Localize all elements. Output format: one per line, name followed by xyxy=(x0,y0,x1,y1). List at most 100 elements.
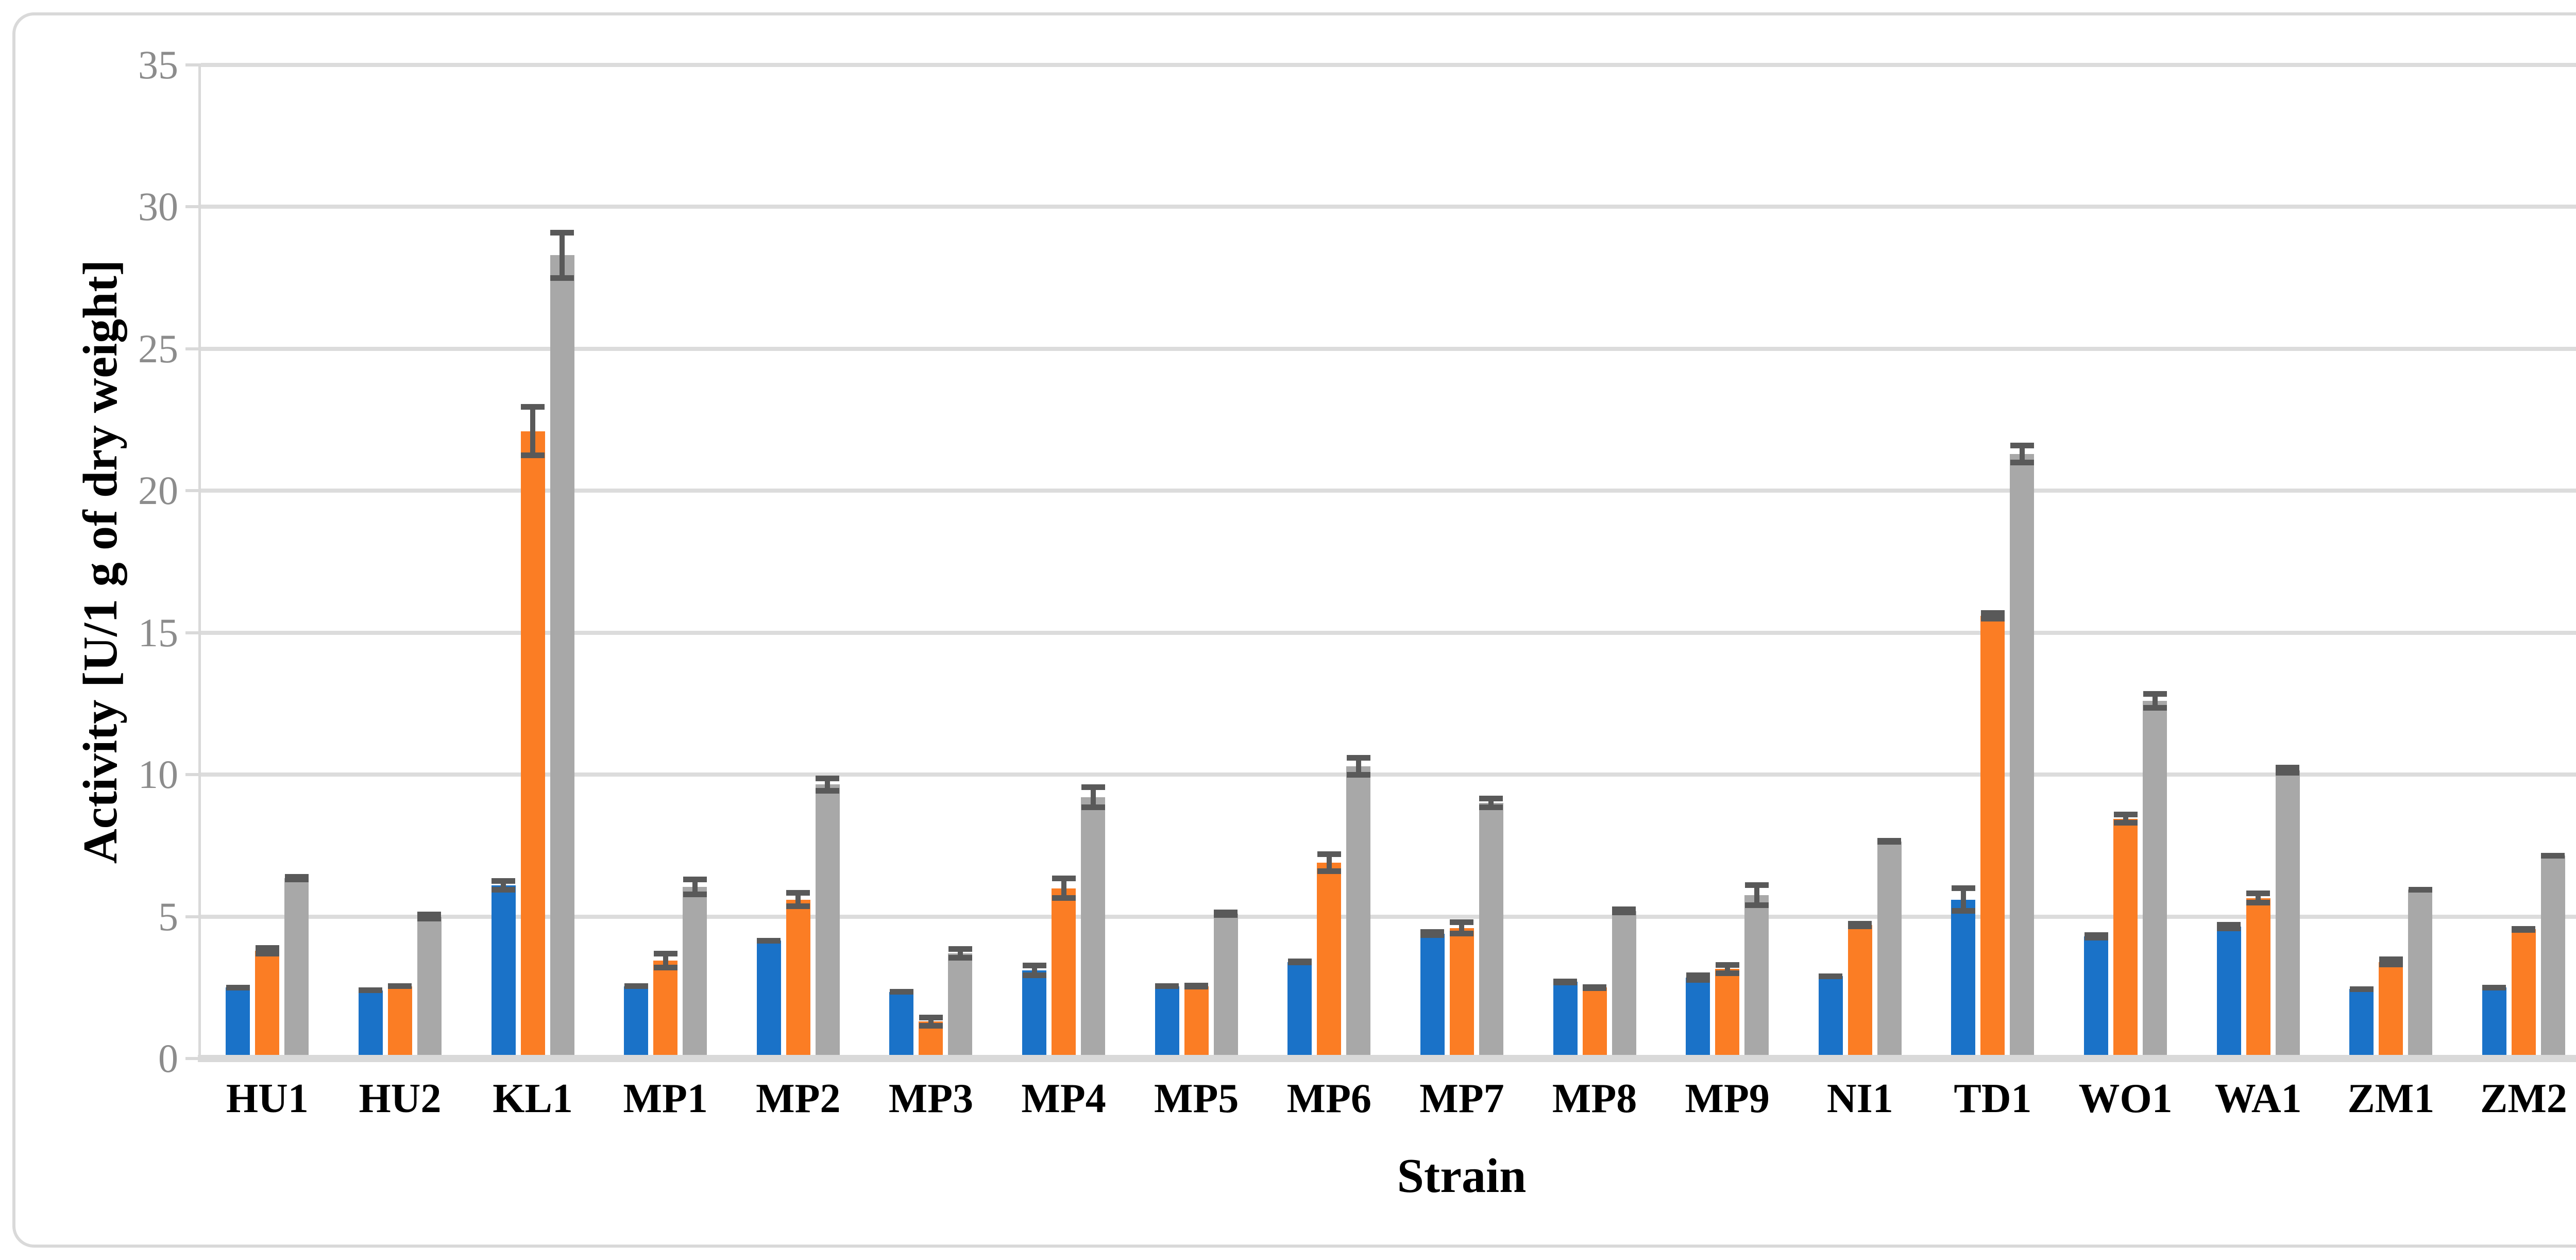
error-bar-MP5-extracellular xyxy=(1155,983,1179,989)
bar-WA1-total xyxy=(2275,770,2300,1059)
y-tick-15 xyxy=(185,631,201,634)
bar-ZM2-cellular xyxy=(2511,929,2536,1059)
error-bar-part xyxy=(1317,851,1341,857)
error-bar-part xyxy=(816,775,840,781)
error-bar-part xyxy=(1951,908,1975,914)
bar-group-MP3: MP3 xyxy=(865,65,997,1119)
error-bar-MP5-total xyxy=(1214,909,1238,918)
bar-MP4-total xyxy=(1081,797,1106,1059)
error-bar-part xyxy=(1819,973,1843,979)
error-bar-MP9-cellular xyxy=(1715,962,1739,977)
bar-ZM1-cellular xyxy=(2379,962,2403,1059)
error-bar-part xyxy=(653,950,677,956)
x-tick-label-MP3: MP3 xyxy=(888,1076,974,1121)
error-bar-part xyxy=(1214,912,1238,918)
error-bar-part xyxy=(2010,442,2034,448)
error-bar-part xyxy=(1061,875,1066,901)
error-bar-MP6-cellular xyxy=(1317,851,1341,874)
x-tick-label-ZM2: ZM2 xyxy=(2480,1076,2567,1121)
error-bar-part xyxy=(1488,796,1494,810)
error-bar-MP9-total xyxy=(1744,882,1769,909)
error-bar-part xyxy=(1081,804,1105,810)
x-tick-label-TD1: TD1 xyxy=(1954,1076,2032,1121)
gridline-y-20 xyxy=(201,489,2576,493)
error-bar-part xyxy=(501,878,506,893)
x-tick-label-WO1: WO1 xyxy=(2078,1076,2173,1121)
error-bar-part xyxy=(1450,919,1474,926)
error-bar-HU1-cellular xyxy=(255,945,279,956)
y-tick-label-20: 20 xyxy=(138,468,178,513)
error-bar-MP1-extracellular xyxy=(624,983,648,989)
x-tick-label-MP9: MP9 xyxy=(1685,1076,1770,1121)
error-bar-part xyxy=(2152,691,2158,711)
error-bar-part xyxy=(2113,811,2138,817)
bar-WO1-cellular xyxy=(2113,818,2138,1059)
error-bar-part xyxy=(1980,610,2005,616)
error-bar-part xyxy=(1744,902,1769,909)
error-bar-part xyxy=(1848,923,1872,930)
bar-MP6-total xyxy=(1346,766,1371,1059)
bar-group-MP6: MP6 xyxy=(1263,65,1396,1119)
error-bar-part xyxy=(1848,920,1872,927)
x-tick-label-MP5: MP5 xyxy=(1154,1076,1239,1121)
bar-group-HU1: HU1 xyxy=(201,65,334,1119)
error-bar-part xyxy=(417,915,442,921)
bar-MP2-cellular xyxy=(786,899,810,1059)
error-bar-MP3-extracellular xyxy=(889,989,913,995)
y-tick-20 xyxy=(185,489,201,493)
bar-TD1-total xyxy=(2010,453,2035,1059)
bar-group-NI1: NI1 xyxy=(1794,65,1927,1119)
error-bar-MP6-extracellular xyxy=(1287,959,1312,966)
bar-WA1-cellular xyxy=(2246,898,2270,1059)
error-bar-MP2-total xyxy=(816,775,840,794)
error-bar-HU2-extracellular xyxy=(359,987,383,994)
error-bar-part xyxy=(1715,970,1739,977)
error-bar-HU1-extracellular xyxy=(226,984,250,990)
error-bar-part xyxy=(957,946,963,961)
error-bar-part xyxy=(2482,984,2506,990)
error-bar-part xyxy=(1090,784,1096,810)
bar-MP5-extracellular xyxy=(1155,986,1179,1059)
error-bar-part xyxy=(2379,956,2403,963)
x-tick-label-MP1: MP1 xyxy=(623,1076,708,1121)
bar-group-KL1: KL1 xyxy=(466,65,599,1119)
error-bar-WO1-total xyxy=(2143,691,2167,711)
bar-MP9-cellular xyxy=(1715,969,1740,1059)
x-tick-label-MP7: MP7 xyxy=(1419,1076,1504,1121)
error-bar-TD1-extracellular xyxy=(1951,885,1975,914)
bar-MP3-extracellular xyxy=(889,992,914,1059)
x-tick-label-WA1: WA1 xyxy=(2214,1076,2302,1121)
error-bar-part xyxy=(1960,885,1966,914)
error-bar-part xyxy=(2084,932,2108,938)
bar-NI1-total xyxy=(1877,841,1902,1059)
error-bar-part xyxy=(919,1023,943,1029)
error-bar-part xyxy=(560,229,565,281)
bar-WO1-total xyxy=(2143,700,2167,1059)
error-bar-part xyxy=(1612,906,1636,913)
error-bar-ZM2-cellular xyxy=(2512,926,2536,933)
y-tick-label-25: 25 xyxy=(138,326,178,371)
error-bar-WO1-extracellular xyxy=(2084,932,2108,941)
error-bar-part xyxy=(2010,459,2034,465)
error-bar-MP5-cellular xyxy=(1184,982,1209,990)
error-bar-MP1-cellular xyxy=(653,950,677,971)
x-tick-label-MP2: MP2 xyxy=(756,1076,841,1121)
bar-group-WO1: WO1 xyxy=(2059,65,2192,1119)
error-bar-part xyxy=(1724,962,1730,977)
error-bar-part xyxy=(1326,851,1332,874)
error-bar-WO1-cellular xyxy=(2113,811,2138,826)
bar-MP2-total xyxy=(815,784,840,1059)
error-bar-part xyxy=(683,891,707,897)
error-bar-part xyxy=(2246,900,2270,906)
error-bar-HU2-cellular xyxy=(388,983,412,989)
y-tick-label-15: 15 xyxy=(138,610,178,655)
bar-MP7-cellular xyxy=(1449,928,1474,1059)
bar-ZM2-total xyxy=(2540,855,2565,1059)
bar-HU1-total xyxy=(284,878,309,1059)
error-bar-part xyxy=(1155,983,1179,989)
error-bar-part xyxy=(2256,891,2261,906)
bar-MP2-extracellular xyxy=(756,940,781,1059)
error-bar-part xyxy=(492,878,516,884)
error-bar-part xyxy=(1612,909,1636,915)
